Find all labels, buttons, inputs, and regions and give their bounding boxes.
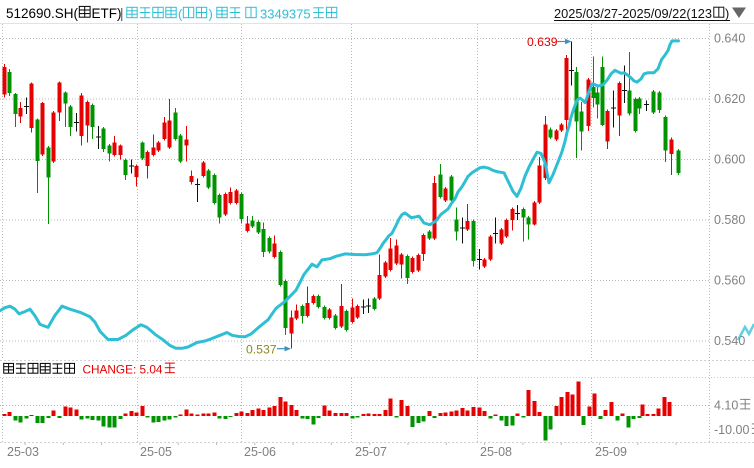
svg-text:4.10: 4.10 (714, 399, 738, 413)
svg-text:): ) (209, 7, 213, 22)
svg-text:0.537: 0.537 (246, 343, 277, 357)
svg-text:0.560: 0.560 (714, 274, 745, 288)
svg-text:25-03: 25-03 (7, 445, 39, 459)
svg-text:(: ( (178, 7, 183, 22)
svg-text:25-05: 25-05 (140, 445, 172, 459)
svg-text:0.639: 0.639 (527, 35, 558, 49)
svg-text:CHANGE: 5.04: CHANGE: 5.04 (83, 363, 163, 377)
svg-text:2025/03/27-2025/09/22(123: 2025/03/27-2025/09/22(123 (554, 6, 712, 21)
svg-text:ETF): ETF) (92, 6, 122, 21)
svg-text:512690.SH(: 512690.SH( (6, 6, 79, 21)
svg-text:25-08: 25-08 (480, 445, 512, 459)
svg-text:0.580: 0.580 (714, 213, 745, 227)
svg-text:0.600: 0.600 (714, 153, 745, 167)
svg-text:3349375: 3349375 (260, 7, 311, 22)
svg-text:): ) (725, 6, 729, 21)
svg-text:0.640: 0.640 (714, 32, 745, 46)
svg-text:-10.00: -10.00 (714, 423, 749, 437)
svg-text:25-06: 25-06 (244, 445, 276, 459)
svg-text:0.540: 0.540 (714, 334, 745, 348)
svg-text:|: | (120, 6, 124, 21)
svg-text:25-07: 25-07 (355, 445, 387, 459)
svg-text:25-09: 25-09 (595, 445, 627, 459)
svg-text:0.620: 0.620 (714, 92, 745, 106)
